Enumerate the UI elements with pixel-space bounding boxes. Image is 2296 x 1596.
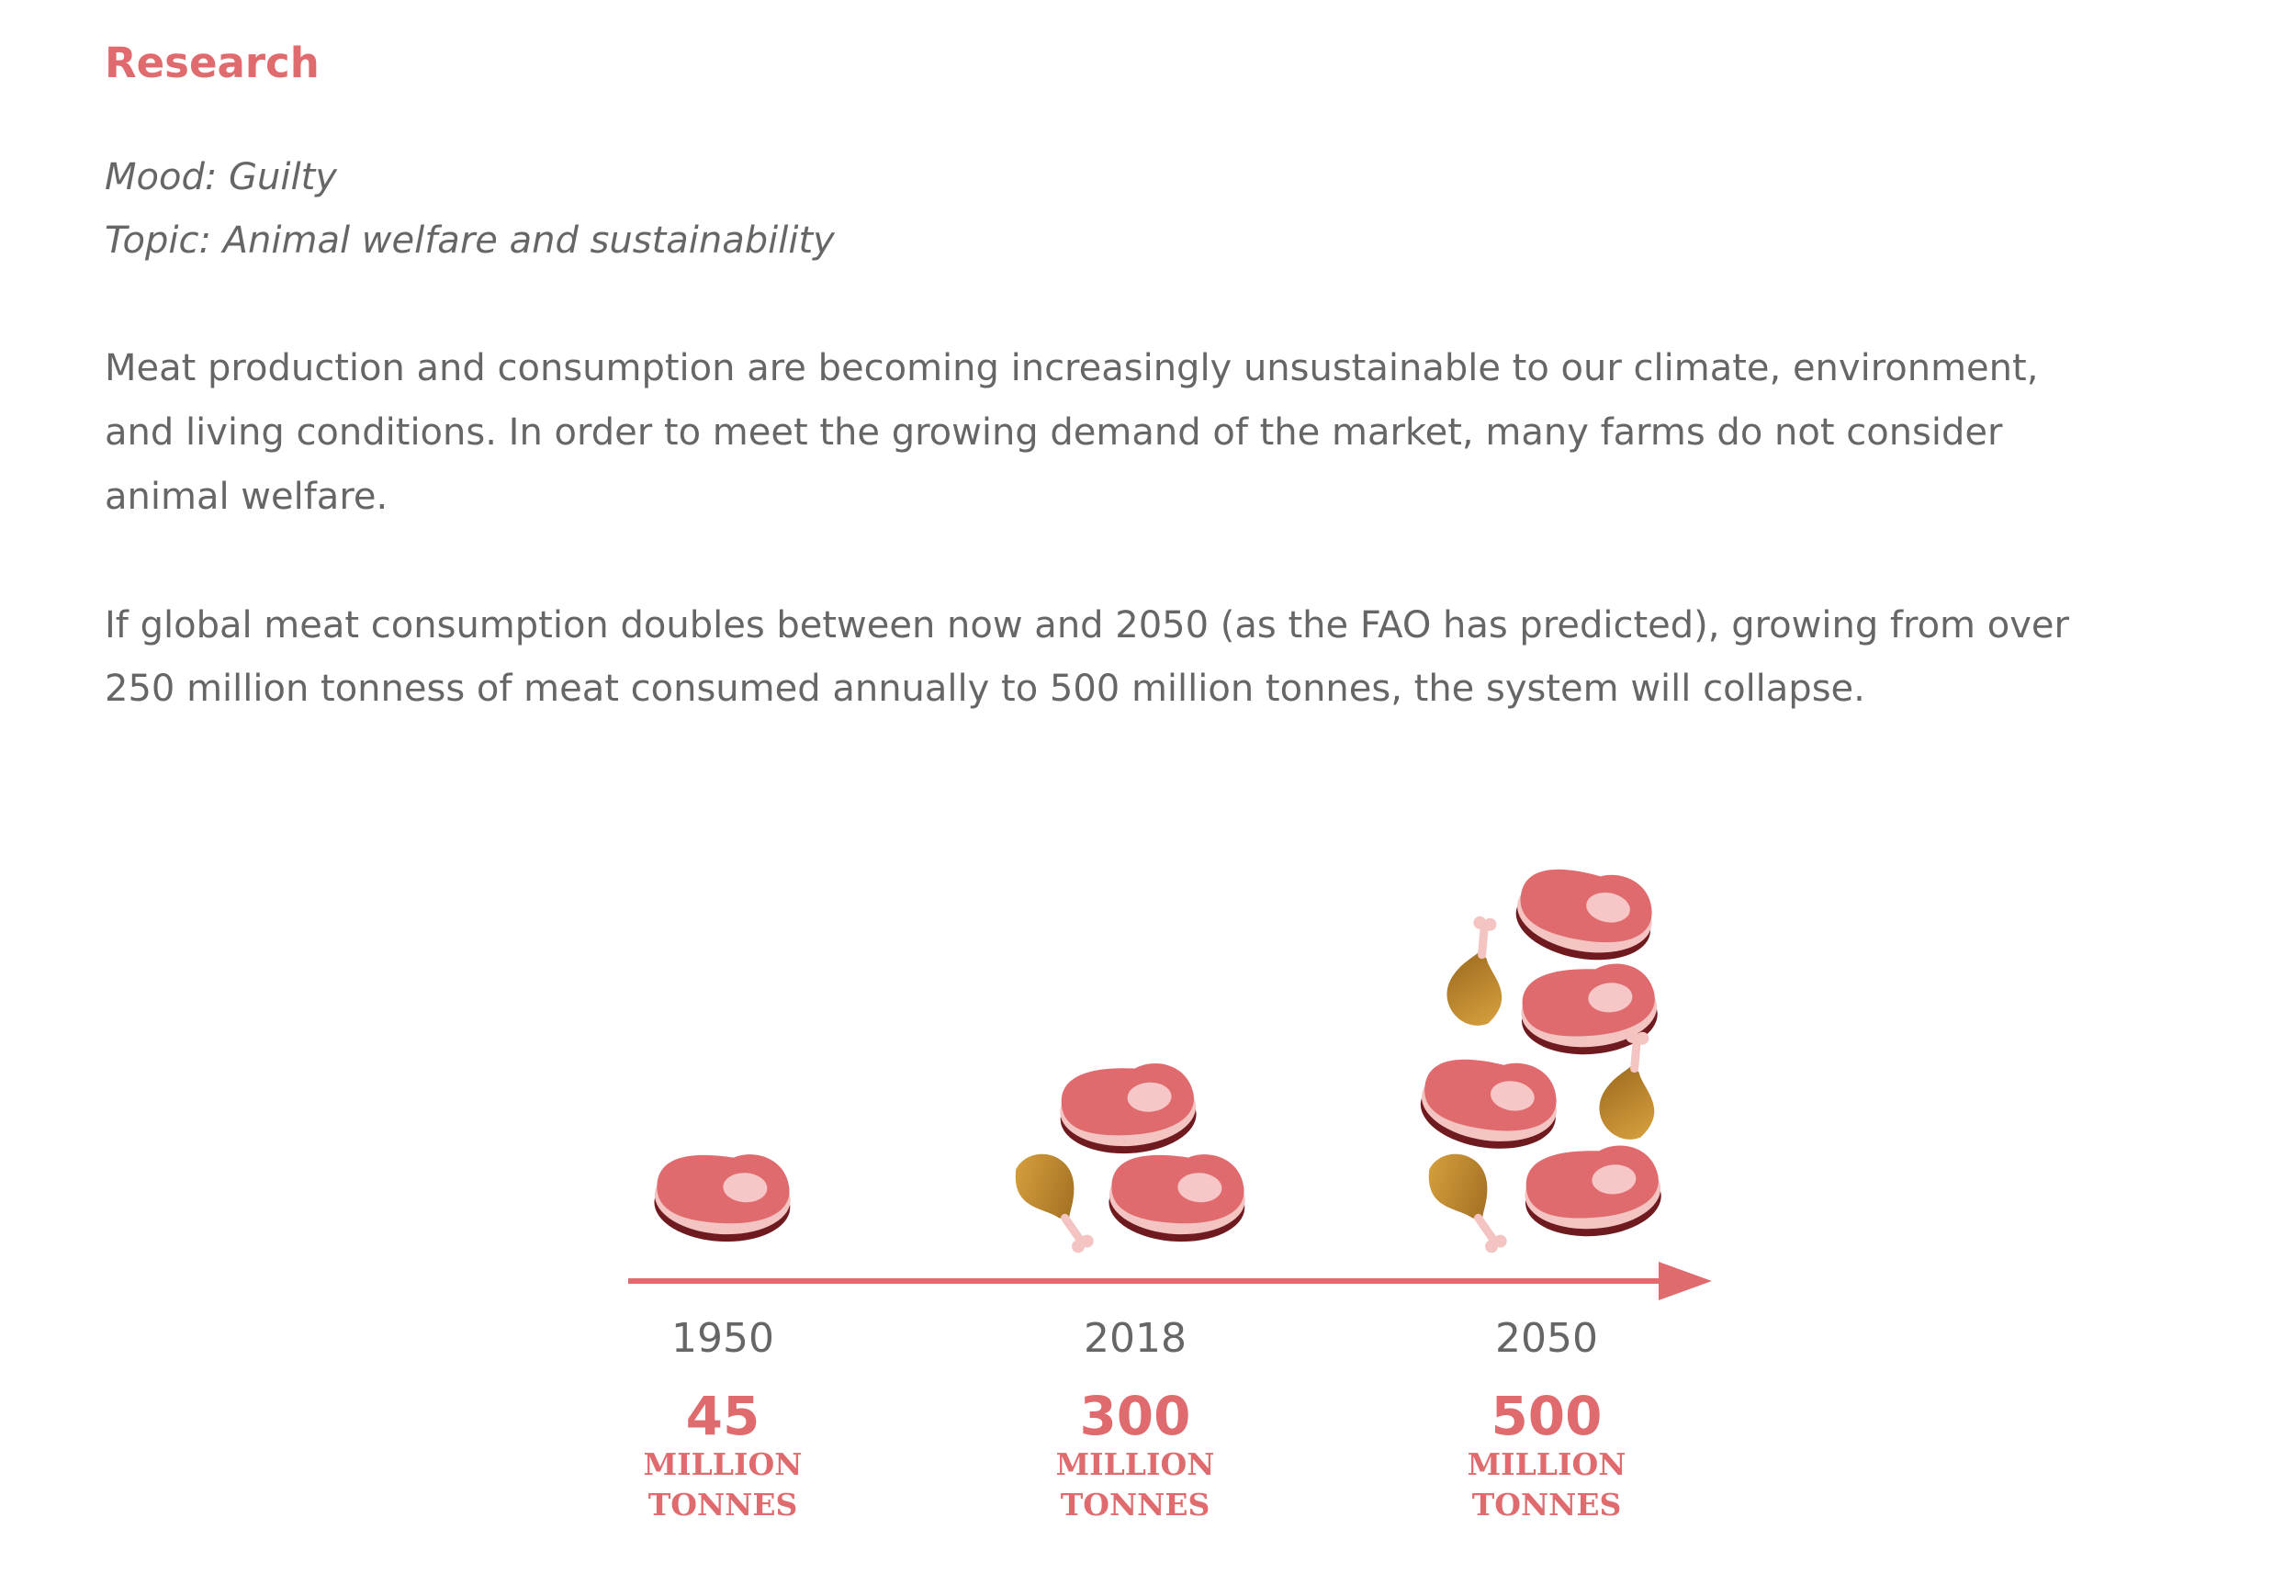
year: 1950 bbox=[671, 1315, 774, 1362]
paragraph-line: animal welfare. bbox=[105, 476, 388, 518]
heading: Research bbox=[105, 39, 320, 87]
steak-icon bbox=[1415, 1050, 1563, 1157]
drumstick-icon bbox=[1438, 912, 1527, 1032]
steak-icon bbox=[1057, 1061, 1199, 1157]
paragraph-line: Meat production and consumption are beco… bbox=[105, 347, 2039, 389]
unit: MILLION bbox=[644, 1446, 803, 1482]
paragraph-line: and living conditions. In order to meet … bbox=[105, 411, 2003, 454]
paragraph-line: 250 million tonness of meat consumed ann… bbox=[105, 668, 1865, 710]
steak-icon bbox=[1522, 1142, 1664, 1242]
amount: 300 bbox=[1079, 1385, 1190, 1447]
year: 2050 bbox=[1495, 1315, 1598, 1362]
topic: Topic: Animal welfare and sustainability bbox=[105, 219, 835, 262]
unit: TONNES bbox=[1472, 1487, 1622, 1523]
unit: MILLION bbox=[1056, 1446, 1215, 1482]
amount: 500 bbox=[1491, 1385, 1602, 1447]
unit: TONNES bbox=[648, 1487, 798, 1523]
year: 2018 bbox=[1084, 1315, 1187, 1362]
steak-icon bbox=[1510, 859, 1660, 971]
drumstick-icon bbox=[1008, 1145, 1097, 1265]
mood: Mood: Guilty bbox=[105, 156, 337, 198]
steak-icon bbox=[652, 1149, 793, 1245]
unit: TONNES bbox=[1061, 1487, 1210, 1523]
paragraph-line: If global meat consumption doubles betwe… bbox=[105, 604, 2069, 646]
drumstick-icon bbox=[1422, 1145, 1511, 1265]
icons bbox=[652, 859, 1680, 1264]
timeline-labels: 195045MILLIONTONNES2018300MILLIONTONNES2… bbox=[644, 1315, 1626, 1523]
amount: 45 bbox=[686, 1385, 760, 1447]
timeline-arrowhead bbox=[1659, 1262, 1712, 1300]
steak-icon bbox=[1107, 1149, 1248, 1245]
unit: MILLION bbox=[1468, 1446, 1626, 1482]
